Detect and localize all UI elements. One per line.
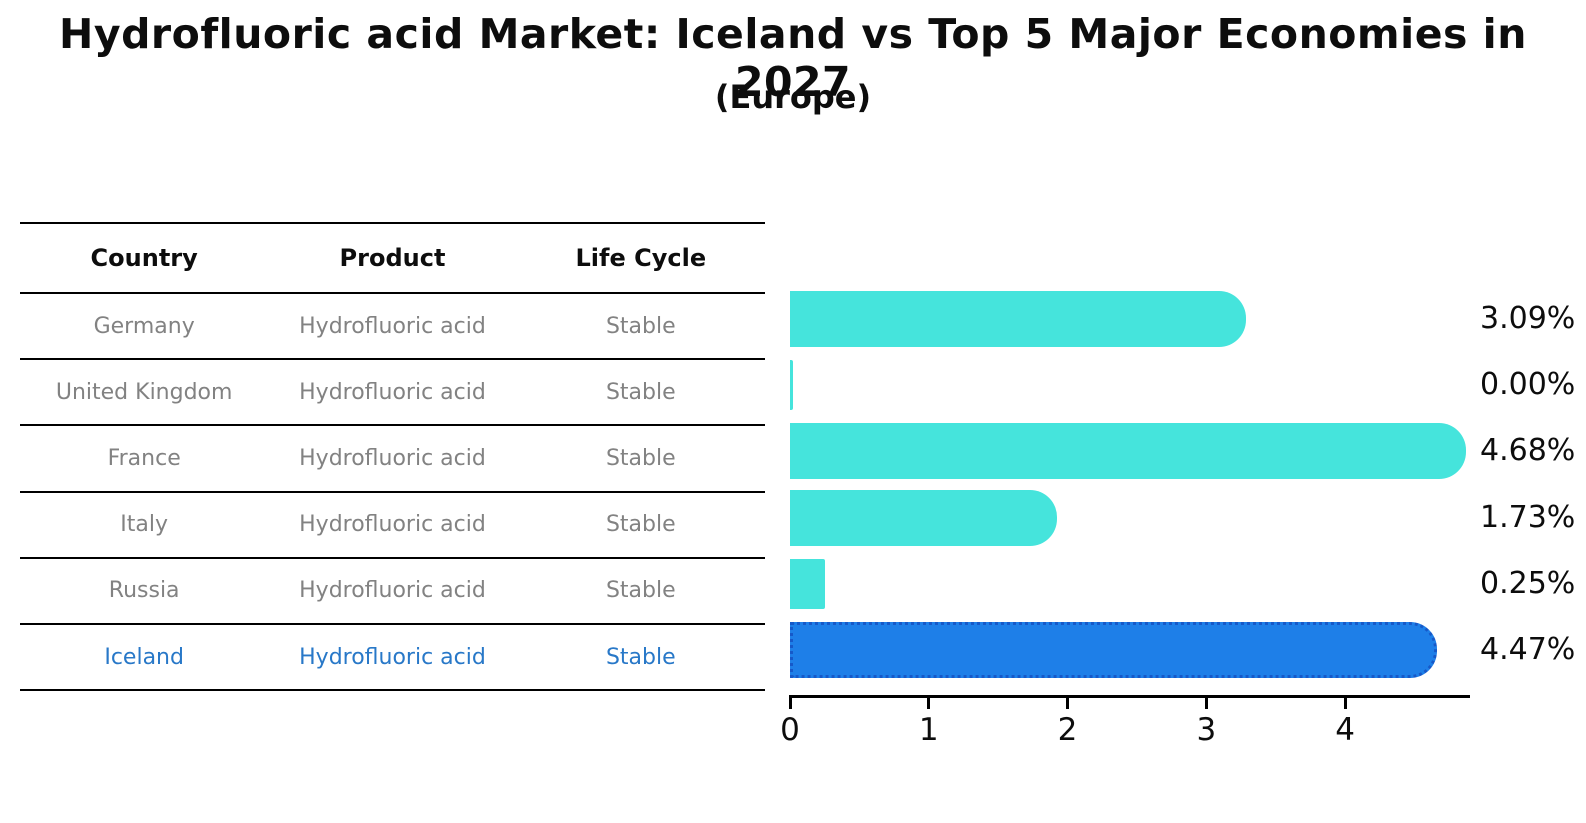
bar-russia — [790, 558, 825, 609]
data-table: Country Product Life Cycle Germany Hydrof… — [20, 222, 765, 692]
bar-value-label: 0.00% — [1480, 367, 1576, 403]
x-axis-tick-label: 2 — [1057, 712, 1078, 748]
x-axis-tick — [1066, 695, 1070, 709]
product-cell: Hydrofluoric acid — [299, 379, 486, 405]
x-axis-tick-label: 3 — [1196, 712, 1217, 748]
x-axis-tick-label: 4 — [1335, 712, 1355, 748]
bar-iceland — [790, 621, 1438, 678]
chart-subtitle: (Europe) — [714, 78, 872, 116]
life-cycle-cell: Stable — [605, 445, 676, 471]
product-cell: Hydrofluoric acid — [299, 445, 486, 471]
bar-value-label: 3.09% — [1480, 301, 1576, 337]
country-cell: Russia — [108, 578, 180, 604]
life-cycle-cell: Stable — [605, 644, 676, 670]
x-axis-tick — [1204, 695, 1208, 709]
product-cell: Hydrofluoric acid — [299, 512, 486, 538]
bar-france — [790, 423, 1467, 480]
x-axis-tick — [1343, 695, 1347, 709]
bar-italy — [790, 489, 1058, 546]
bar-germany — [790, 291, 1246, 348]
x-axis-tick-label: 1 — [918, 712, 939, 748]
column-header-country: Country — [90, 244, 198, 272]
table-row: France Hydrofluoric acid Stable — [20, 426, 765, 493]
life-cycle-cell: Stable — [605, 578, 676, 604]
life-cycle-cell: Stable — [605, 313, 676, 339]
x-axis-tick — [927, 695, 931, 709]
table-row: Russia Hydrofluoric acid Stable — [20, 559, 765, 625]
x-axis — [789, 695, 1470, 698]
country-cell: United Kingdom — [55, 379, 233, 405]
bar-united-kingdom — [790, 360, 793, 411]
bar-value-label: 0.25% — [1480, 565, 1576, 601]
column-header-life-cycle: Life Cycle — [575, 244, 707, 272]
product-cell: Hydrofluoric acid — [299, 644, 486, 670]
country-cell: Germany — [93, 313, 195, 339]
x-axis-tick-label: 0 — [780, 712, 800, 748]
product-cell: Hydrofluoric acid — [299, 578, 486, 604]
chart-title: Hydrofluoric acid Market: Iceland vs Top… — [59, 10, 1527, 106]
country-cell: Italy — [120, 512, 169, 538]
bar-value-label: 1.73% — [1480, 499, 1576, 535]
table-row: Germany Hydrofluoric acid Stable — [20, 294, 765, 361]
product-cell: Hydrofluoric acid — [299, 313, 486, 339]
country-cell: France — [107, 445, 181, 471]
x-axis-tick — [788, 695, 792, 709]
table-body: Germany Hydrofluoric acid Stable United Kin… — [20, 294, 765, 692]
table-row: Iceland Hydrofluoric acid Stable — [20, 625, 765, 692]
bar-value-label: 4.68% — [1480, 433, 1576, 469]
table-header-row: Country Product Life Cycle — [20, 222, 765, 294]
table-row: Italy Hydrofluoric acid Stable — [20, 493, 765, 559]
life-cycle-cell: Stable — [605, 512, 676, 538]
country-cell: Iceland — [104, 644, 184, 670]
table-row: United Kingdom Hydrofluoric acid Stable — [20, 360, 765, 427]
column-header-product: Product — [339, 244, 446, 272]
life-cycle-cell: Stable — [605, 379, 676, 405]
bar-value-label: 4.47% — [1480, 631, 1576, 667]
